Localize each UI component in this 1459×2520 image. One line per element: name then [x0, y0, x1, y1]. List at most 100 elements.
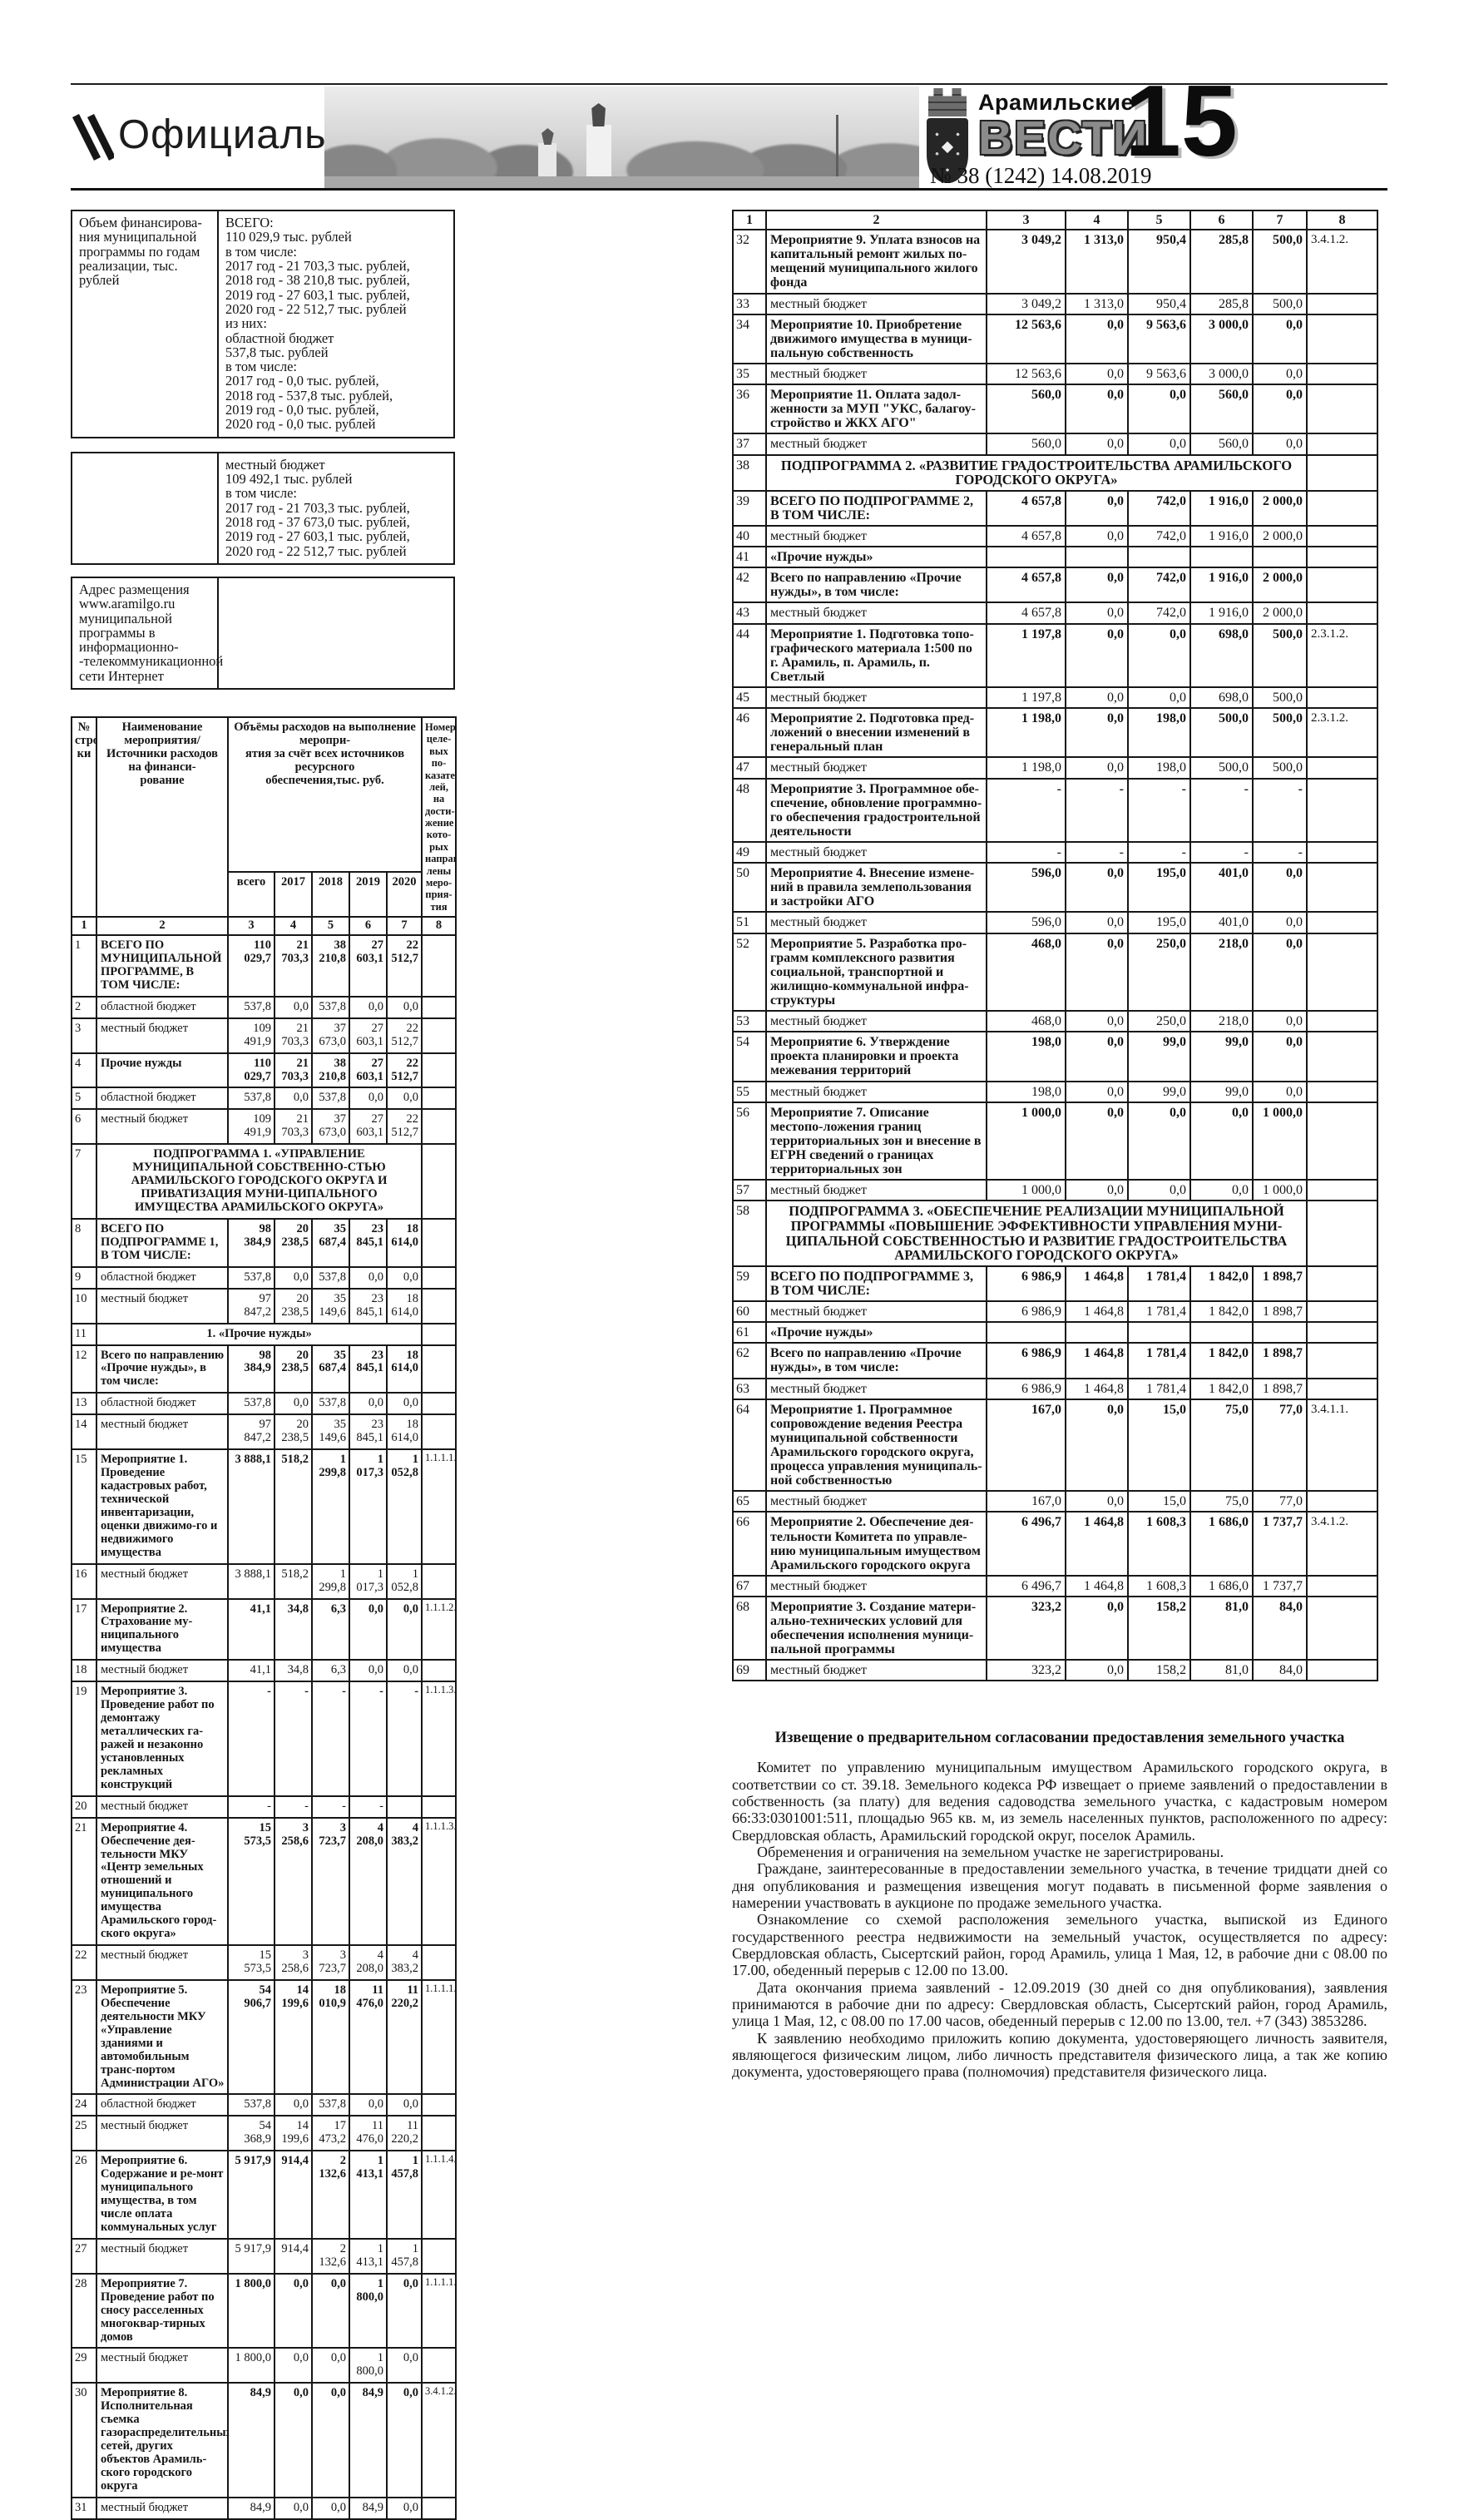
row-target: 3.4.1.2.: [1306, 229, 1378, 295]
row-target: [1306, 1574, 1378, 1597]
table-row: 44 Мероприятие 1. Подготовка топо-графиче…: [732, 622, 1378, 689]
header-cell: 8: [1306, 209, 1378, 231]
row-value: 1 842,0: [1189, 1377, 1254, 1400]
row-value: 0,0: [1252, 862, 1308, 913]
table-header-row: № стро- ки Наименование мероприятия/ Ист…: [71, 716, 457, 918]
row-target: [421, 1413, 457, 1451]
row-value: 1 464,8: [1065, 1511, 1129, 1577]
row-value: 1 464,8: [1065, 1342, 1129, 1379]
row-number: 25: [71, 2115, 97, 2152]
row-label: областной бюджет: [96, 1087, 229, 1111]
row-value: 37 673,0: [311, 1017, 350, 1054]
row-value: 0,0: [1065, 911, 1129, 934]
row-value: 560,0: [986, 433, 1066, 456]
city-crest-icon: [925, 88, 970, 186]
row-value: 0,0: [274, 995, 313, 1019]
row-number: 61: [732, 1321, 767, 1344]
row-value: 950,4: [1127, 229, 1191, 295]
row-value: 3 258,6: [274, 1944, 313, 1981]
table-row: 64 Мероприятие 1. Программное сопровожден…: [732, 1398, 1378, 1493]
table-row: 36 Мероприятие 11. Оплата задол-женности …: [732, 384, 1378, 435]
row-number: 14: [71, 1413, 97, 1451]
table-row: 24 областной бюджет 537,8 0,0 537,8 0,0 0,0: [71, 2093, 457, 2117]
row-label: местный бюджет: [765, 1659, 987, 1682]
row-value: [1189, 546, 1254, 569]
header-cell: 4: [1065, 209, 1129, 231]
row-value: [1189, 1321, 1254, 1344]
row-value: 99,0: [1127, 1080, 1191, 1103]
row-value: 77,0: [1252, 1398, 1308, 1493]
row-label: ВСЕГО ПО ПОДПРОГРАММЕ 3, В ТОМ ЧИСЛЕ:: [765, 1265, 987, 1303]
row-value: 37 673,0: [311, 1108, 350, 1146]
row-value: -: [1252, 840, 1308, 864]
table-row: 49 местный бюджет - - - - -: [732, 840, 1378, 864]
header-cell: всего: [227, 871, 275, 918]
row-value: 0,0: [1252, 911, 1308, 934]
section-title: ПОДПРОГРАММА 3. «ОБЕСПЕЧЕНИЕ РЕАЛИЗАЦИИ …: [765, 1200, 1308, 1267]
newspaper-name-bottom: ВЕСТИ: [978, 111, 1149, 165]
row-number: 35: [732, 362, 767, 386]
row-number: 41: [732, 546, 767, 569]
row-label: местный бюджет: [765, 756, 987, 780]
row-label: местный бюджет: [765, 1377, 987, 1400]
table-row: 68 Мероприятие 3. Создание матери-ально-т…: [732, 1595, 1378, 1661]
row-value: 1 781,4: [1127, 1377, 1191, 1400]
section-title: 1. «Прочие нужды»: [95, 1322, 423, 1346]
row-number: 69: [732, 1659, 767, 1682]
row-value: 99,0: [1189, 1031, 1254, 1082]
row-value: 323,2: [986, 1595, 1066, 1661]
row-label: местный бюджет: [96, 1659, 229, 1683]
row-value: -: [349, 1681, 388, 1797]
row-value: 1 413,1: [349, 2237, 388, 2275]
table-row: 34 Мероприятие 10. Приобретение движимого…: [732, 313, 1378, 364]
table-row: 67 местный бюджет 6 496,7 1 464,8 1 608,3 1 6…: [732, 1574, 1378, 1597]
row-target: [1306, 1031, 1378, 1082]
row-target: [1306, 384, 1378, 435]
row-value: 0,0: [1252, 1010, 1308, 1033]
row-value: 0,0: [274, 2272, 313, 2349]
table-row: 58 ПОДПРОГРАММА 3. «ОБЕСПЕЧЕНИЕ РЕАЛИЗАЦИ…: [732, 1200, 1378, 1267]
row-value: 5 917,9: [227, 2150, 275, 2240]
header-cell: 3: [227, 916, 275, 936]
row-value: 1 800,0: [227, 2347, 275, 2384]
table-row: 31 местный бюджет 84,9 0,0 0,0 84,9 0,0: [71, 2496, 457, 2520]
row-value: -: [1127, 777, 1191, 844]
row-value: 99,0: [1127, 1031, 1191, 1082]
row-value: 167,0: [986, 1398, 1066, 1493]
table-row: 56 Мероприятие 7. Описание местопо-ложени…: [732, 1101, 1378, 1181]
photo-church-dome: [538, 143, 557, 178]
row-value: 41,1: [227, 1597, 275, 1661]
row-number: 66: [732, 1511, 767, 1577]
row-label: местный бюджет: [96, 2237, 229, 2275]
header-cell: 6: [349, 916, 388, 936]
row-value: 18 614,0: [385, 1217, 423, 1268]
row-value: -: [385, 1681, 423, 1797]
row-target: [1306, 686, 1378, 710]
table-row: 53 местный бюджет 468,0 0,0 250,0 218,0 0,0: [732, 1010, 1378, 1033]
row-number: 45: [732, 686, 767, 710]
row-value: 2 000,0: [1252, 489, 1308, 527]
table-row: 25 местный бюджет 54 368,9 14 199,6 17 473,2…: [71, 2115, 457, 2152]
table-row: 9 областной бюджет 537,8 0,0 537,8 0,0 0,0: [71, 1265, 457, 1290]
row-value: 3 000,0: [1189, 362, 1254, 386]
row-value: 1 800,0: [349, 2347, 388, 2384]
row-value: 84,9: [349, 2496, 388, 2520]
header-cell: 7: [385, 916, 423, 936]
row-label: местный бюджет: [765, 602, 987, 625]
row-number: 40: [732, 525, 767, 548]
row-number: 65: [732, 1490, 767, 1513]
row-number: 19: [71, 1681, 97, 1797]
row-number: 62: [732, 1342, 767, 1379]
notice-paragraph: К заявлению необходимо приложить копию д…: [732, 2029, 1387, 2081]
row-value: 0,0: [1127, 686, 1191, 710]
row-value: 23 845,1: [349, 1413, 388, 1451]
row-target: [1306, 433, 1378, 456]
row-value: 11 220,2: [385, 1978, 423, 2096]
row-label: местный бюджет: [765, 1179, 987, 1202]
row-value: 0,0: [1065, 1179, 1129, 1202]
row-target: [421, 1344, 457, 1394]
row-value: 98 384,9: [227, 1344, 275, 1394]
row-number: 23: [71, 1978, 97, 2096]
row-number: 32: [732, 229, 767, 295]
